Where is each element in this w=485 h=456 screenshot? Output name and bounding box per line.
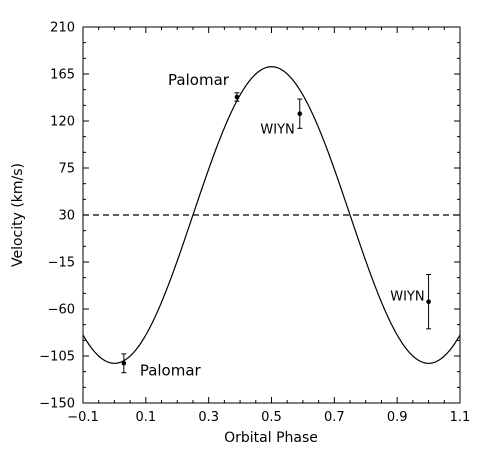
data-point	[297, 111, 303, 116]
x-tick-label: 0.1	[135, 410, 156, 425]
x-tick-label: −0.1	[67, 410, 99, 425]
data-point	[426, 299, 431, 304]
point-label: Palomar	[140, 361, 202, 379]
x-tick-label: 0.5	[261, 410, 282, 425]
point-label: WIYN	[260, 123, 294, 138]
axis-ticks	[82, 26, 461, 404]
data-points	[121, 92, 432, 374]
y-tick-label: −15	[48, 256, 75, 271]
x-tick-label: 1.1	[450, 410, 471, 425]
x-axis-label: Orbital Phase	[224, 430, 318, 446]
x-tick-label: 0.9	[387, 410, 408, 425]
point-label: WIYN	[390, 290, 424, 305]
model-curve-layer	[82, 66, 461, 364]
y-tick-label: 75	[58, 162, 75, 177]
y-tick-label: −60	[48, 303, 75, 318]
data-point	[121, 361, 127, 366]
y-axis-label: Velocity (km/s)	[10, 163, 26, 267]
y-tick-label: 210	[50, 21, 75, 36]
y-tick-label: 120	[50, 115, 75, 130]
data-point	[234, 94, 240, 100]
y-tick-label: −105	[39, 350, 75, 365]
y-tick-label: 30	[58, 209, 75, 224]
x-tick-label: 0.7	[324, 410, 345, 425]
point-label: Palomar	[168, 71, 230, 89]
x-tick-label: 0.3	[198, 410, 219, 425]
point-labels: Palomar Palomar WIYN WIYN	[140, 71, 425, 379]
y-tick-label: 165	[50, 68, 75, 83]
y-tick-labels: −150 −105 −60 −15 30 75 120 165 210	[39, 21, 75, 412]
x-tick-labels: −0.1 0.1 0.3 0.5 0.7 0.9 1.1	[67, 410, 470, 425]
model-velocity-curve	[82, 66, 461, 364]
y-tick-label: −150	[39, 397, 75, 412]
